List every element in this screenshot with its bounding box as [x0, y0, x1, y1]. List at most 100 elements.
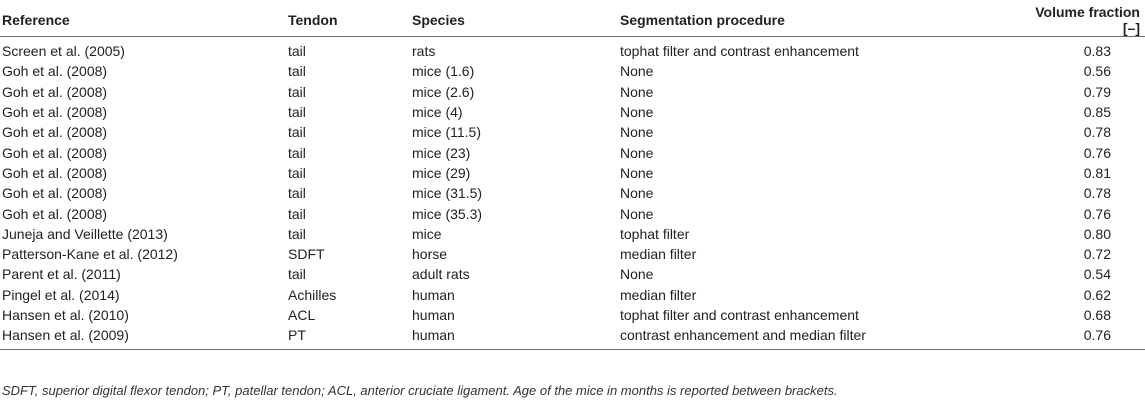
cell-volume-fraction: 0.80	[1083, 225, 1111, 242]
cell-reference: Parent et al. (2011)	[2, 266, 121, 283]
cell-volume-fraction: 0.81	[1083, 164, 1111, 181]
cell-species: mice (1.6)	[412, 63, 475, 80]
table-row: Patterson-Kane et al. (2012) SDFT horse med…	[0, 244, 1145, 264]
cell-tendon: SDFT	[288, 246, 325, 263]
cell-tendon: tail	[288, 266, 306, 283]
cell-reference: Pingel et al. (2014)	[2, 286, 120, 303]
table-footnote: SDFT, superior digital flexor tendon; PT…	[2, 383, 838, 398]
cell-volume-fraction: 0.72	[1083, 246, 1111, 263]
table-row: Goh et al. (2008) tail mice (2.6) None 0.79	[0, 82, 1145, 102]
header-volume-fraction: Volume fraction [–]	[1015, 3, 1145, 37]
cell-tendon: PT	[288, 327, 306, 344]
table-row: Goh et al. (2008) tail mice (31.5) None 0.78	[0, 183, 1145, 203]
cell-segmentation: None	[620, 63, 654, 80]
cell-tendon: tail	[288, 225, 306, 242]
cell-segmentation: tophat filter	[620, 225, 690, 242]
cell-reference: Hansen et al. (2010)	[2, 307, 129, 323]
table-row: Goh et al. (2008) tail mice (11.5) None 0.78	[0, 122, 1145, 142]
cell-species: adult rats	[412, 266, 470, 283]
cell-reference: Hansen et al. (2009)	[2, 327, 129, 344]
cell-volume-fraction: 0.83	[1083, 43, 1111, 60]
cell-species: mice (23)	[412, 144, 471, 161]
cell-species: human	[412, 286, 455, 303]
cell-volume-fraction: 0.76	[1083, 144, 1111, 161]
table-row: Juneja and Veillette (2013) tail mice topha…	[0, 224, 1145, 244]
cell-species: mice	[412, 225, 442, 242]
cell-species: horse	[412, 246, 448, 263]
table-row: Goh et al. (2008) tail mice (1.6) None 0.56	[0, 61, 1145, 81]
header-segmentation: Segmentation procedure	[620, 3, 1015, 37]
cell-tendon: tail	[288, 205, 306, 222]
cell-reference: Goh et al. (2008)	[2, 104, 108, 121]
cell-reference: Goh et al. (2008)	[2, 164, 108, 181]
table-row: Goh et al. (2008) tail mice (35.3) None 0.76	[0, 203, 1145, 223]
cell-species: human	[412, 307, 455, 323]
cell-species: rats	[412, 43, 436, 60]
cell-volume-fraction: 0.76	[1083, 205, 1111, 222]
header-species: Species	[412, 3, 620, 37]
cell-tendon: ACL	[288, 307, 316, 323]
cell-segmentation: tophat filter and contrast enhancement	[620, 43, 859, 60]
cell-tendon: tail	[288, 63, 306, 80]
cell-species: mice (35.3)	[412, 205, 483, 222]
cell-volume-fraction: 0.56	[1083, 63, 1111, 80]
cell-tendon: tail	[288, 43, 306, 60]
cell-reference: Goh et al. (2008)	[2, 63, 108, 80]
table-row: Goh et al. (2008) tail mice (23) None 0.76	[0, 142, 1145, 162]
cell-species: mice (2.6)	[412, 83, 475, 100]
cell-segmentation: None	[620, 104, 654, 121]
table-row: Hansen et al. (2009) PT human contrast enha…	[0, 325, 1145, 350]
cell-species: mice (31.5)	[412, 185, 483, 202]
header-row: Reference Tendon Species Segmentation pr…	[0, 3, 1145, 37]
cell-species: mice (11.5)	[412, 124, 481, 141]
cell-segmentation: None	[620, 164, 654, 181]
table-row: Hansen et al. (2010) ACL human tophat filte…	[0, 305, 1145, 325]
cell-volume-fraction: 0.78	[1083, 185, 1111, 202]
cell-tendon: tail	[288, 185, 306, 202]
bottom-rule-row	[0, 349, 1145, 351]
cell-species: mice (4)	[412, 104, 463, 121]
cell-segmentation: None	[620, 266, 654, 283]
cell-segmentation: None	[620, 144, 654, 161]
cell-tendon: tail	[288, 83, 306, 100]
table-row: Pingel et al. (2014) Achilles human median …	[0, 285, 1145, 305]
table-row: Parent et al. (2011) tail adult rats None 0.…	[0, 264, 1145, 284]
cell-reference: Screen et al. (2005)	[2, 43, 125, 60]
cell-segmentation: None	[620, 124, 654, 141]
cell-segmentation: None	[620, 185, 654, 202]
cell-reference: Patterson-Kane et al. (2012)	[2, 246, 178, 263]
cell-tendon: tail	[288, 104, 306, 121]
table-row: Screen et al. (2005) tail rats tophat filte…	[0, 37, 1145, 62]
cell-volume-fraction: 0.85	[1083, 104, 1111, 121]
cell-segmentation: None	[620, 205, 654, 222]
header-tendon: Tendon	[288, 3, 412, 37]
cell-species: human	[412, 327, 455, 344]
cell-volume-fraction: 0.78	[1083, 124, 1111, 141]
cell-segmentation: None	[620, 83, 654, 100]
cell-reference: Goh et al. (2008)	[2, 83, 108, 100]
cell-segmentation: median filter	[620, 286, 697, 303]
cell-segmentation: contrast enhancement and median filter	[620, 327, 866, 344]
cell-reference: Goh et al. (2008)	[2, 185, 108, 202]
cell-volume-fraction: 0.62	[1083, 286, 1111, 303]
cell-tendon: tail	[288, 144, 306, 161]
cell-volume-fraction: 0.79	[1083, 83, 1111, 100]
cell-reference: Goh et al. (2008)	[2, 205, 108, 222]
table-row: Goh et al. (2008) tail mice (29) None 0.81	[0, 163, 1145, 183]
cell-reference: Juneja and Veillette (2013)	[2, 225, 168, 242]
bottom-rule	[0, 349, 1145, 351]
cell-reference: Goh et al. (2008)	[2, 144, 108, 161]
cell-volume-fraction: 0.68	[1083, 307, 1111, 323]
volume-fraction-table: Reference Tendon Species Segmentation pr…	[0, 3, 1145, 351]
cell-segmentation: tophat filter and contrast enhancement	[620, 307, 859, 323]
cell-segmentation: median filter	[620, 246, 697, 263]
cell-species: mice (29)	[412, 164, 471, 181]
table-row: Goh et al. (2008) tail mice (4) None 0.85	[0, 102, 1145, 122]
cell-tendon: tail	[288, 124, 306, 141]
cell-volume-fraction: 0.54	[1083, 266, 1111, 283]
cell-reference: Goh et al. (2008)	[2, 124, 108, 141]
cell-volume-fraction: 0.76	[1083, 327, 1111, 344]
cell-tendon: tail	[288, 164, 306, 181]
header-reference: Reference	[0, 3, 288, 37]
